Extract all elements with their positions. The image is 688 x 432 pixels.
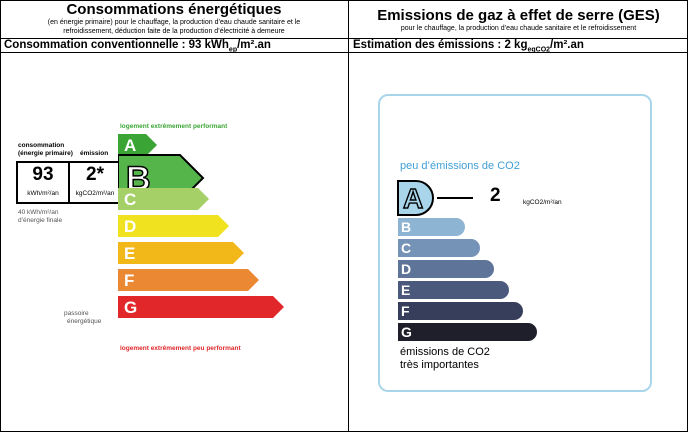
ges-class-letter-c: C [401,240,411,256]
passive-2: énergétique [67,318,102,325]
ges-class-letter-e: E [401,282,410,298]
energy-top-label: logement extrêmement performant [120,123,228,130]
ges-bottom-label-1: émissions de CO2 [400,346,490,358]
energy-bottom-label: logement extrêmement peu performant [120,345,241,352]
energy-value-box-divider [68,163,70,202]
ges-value-prefix: Estimation des émissions : 2 kg [353,39,528,51]
ges-class-letter-a: A [403,183,423,214]
emission-unit: kgCO2/m²/an [75,190,115,197]
energy-subtitle-1: (en énergie primaire) pour le chauffage,… [47,19,301,26]
ges-bottom-label-2: très importantes [400,359,479,371]
energy-class-bar-c [118,188,209,210]
energy-class-letter-d: D [124,217,136,236]
value-divider [0,52,688,53]
ges-value-sub: eqCO2 [527,46,551,54]
energy-header: Consommations énergétiques (en énergie p… [0,2,348,36]
ges-frame [378,94,652,392]
label-consommation: consommation [18,142,65,149]
passive-1: passoire [64,310,89,317]
column-divider [348,0,349,432]
ges-value-suffix: /m².an [550,39,584,51]
ges-subtitle: pour le chauffage, la production d’eau c… [400,25,637,32]
energy-class-letter-f: F [124,271,134,290]
ges-class-bar-c [398,239,480,257]
ges-value-line: Estimation des émissions : 2 kgeqCO2/m².… [353,39,584,56]
header-divider [0,38,688,39]
energy-class-bar-g [118,296,284,318]
label-emission: émission [80,150,109,157]
energy-class-bar-f [118,269,259,291]
ges-class-bar-f [398,302,523,320]
energy-value-box: 93 2* kWh/m²/an kgCO2/m²/an [16,161,120,204]
ges-class-bar-e [398,281,509,299]
energy-subtitle-2: refroidissement, déduction faite de la p… [63,28,285,35]
final-energy-1: 40 kWh/m²/an [18,209,59,216]
energy-value-line: Consommation conventionnelle : 93 kWhep/… [4,39,271,56]
ges-top-label: peu d’émissions de CO2 [400,160,520,172]
emission-value: 2* [86,164,104,185]
energy-class-bar-d [118,215,229,237]
ges-unit: kgCO2/m²/an [523,199,562,206]
ges-class-letter-f: F [401,303,410,319]
ges-class-letter-b: B [401,219,411,235]
label-energie-primaire: (énergie primaire) [18,150,73,157]
consumption-unit: kWh/m²/an [27,190,59,197]
energy-class-letter-a: A [124,136,136,155]
ges-class-bar-a [397,180,434,216]
ges-class-letter-g: G [401,324,412,340]
ges-current-value: 2 [490,185,501,206]
energy-value-suffix: /m².an [237,39,271,51]
energy-class-bar-a [118,134,157,156]
energy-title: Consommations énergétiques [66,1,282,18]
energy-class-letter-c: C [124,190,136,209]
ges-class-bar-g [398,323,537,341]
ges-header: Emissions de gaz à effet de serre (GES) … [349,8,688,33]
energy-value-sub: ep [228,46,238,54]
energy-class-letter-g: G [124,298,137,317]
ges-class-bar-b [398,218,465,236]
final-energy-2: d’énergie finale [18,217,63,224]
ges-title: Emissions de gaz à effet de serre (GES) [377,7,660,24]
ges-class-bar-d [398,260,494,278]
energy-class-bar-e [118,242,244,264]
energy-value-prefix: Consommation conventionnelle : 93 kWh [4,39,229,51]
energy-class-letter-e: E [124,244,135,263]
consumption-value: 93 [32,164,54,185]
ges-class-letter-d: D [401,261,411,277]
